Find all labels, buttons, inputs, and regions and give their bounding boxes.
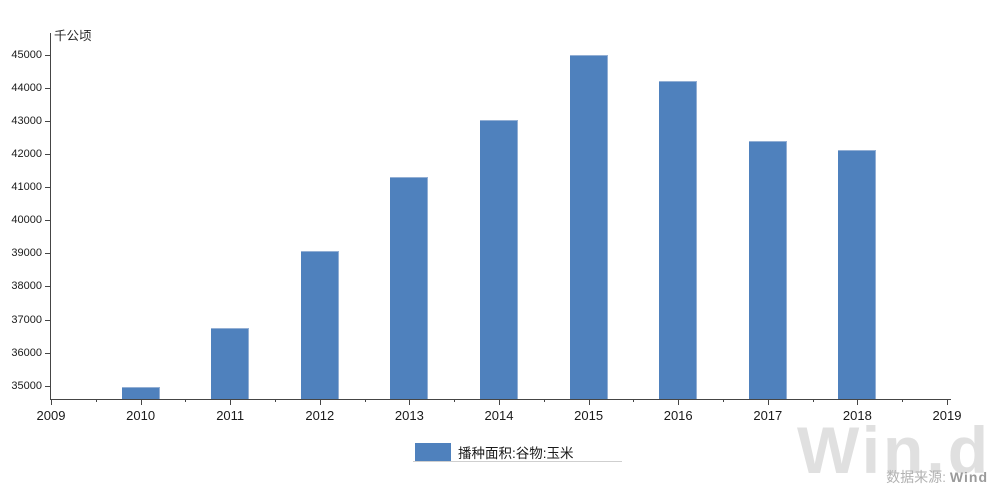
legend-swatch-icon	[415, 443, 451, 461]
x-axis-minor-tick	[454, 399, 456, 402]
x-axis-tick-label: 2010	[126, 408, 156, 423]
x-axis-tick-label: 2018	[842, 408, 872, 423]
y-axis-tick	[45, 220, 51, 222]
x-axis-tick	[319, 399, 321, 405]
y-axis-tick	[45, 319, 51, 321]
y-axis-tick-label: 39000	[11, 247, 42, 260]
y-axis-tick	[45, 54, 51, 56]
x-axis-minor-tick	[902, 399, 904, 402]
y-axis-tick	[45, 352, 51, 354]
x-axis-tick	[857, 399, 859, 405]
y-axis-tick	[45, 120, 51, 122]
x-axis-tick-label: 2017	[753, 408, 783, 423]
y-axis-tick-label: 45000	[11, 48, 42, 61]
x-axis-minor-tick	[812, 399, 814, 402]
y-axis-tick-label: 37000	[11, 313, 42, 326]
x-axis-tick-label: 2013	[394, 408, 424, 423]
x-axis-tick	[947, 399, 948, 405]
x-axis-minor-tick	[275, 399, 276, 402]
y-axis-tick-label: 38000	[11, 280, 42, 293]
datasource-prefix: 数据来源:	[886, 469, 950, 485]
y-axis-tick	[45, 253, 51, 255]
bar-2014	[480, 120, 518, 399]
legend-underline	[413, 461, 622, 462]
x-axis-minor-tick	[95, 399, 97, 402]
x-axis-tick-label: 2012	[305, 408, 335, 423]
bar-2010	[121, 386, 160, 399]
legend: 播种面积:谷物:玉米	[415, 442, 574, 462]
x-axis-minor-tick	[185, 399, 187, 402]
bar-2018	[838, 149, 877, 399]
x-axis-tick	[140, 399, 142, 405]
x-axis-tick	[499, 399, 500, 405]
x-axis-tick	[230, 399, 232, 405]
x-axis-tick	[51, 399, 52, 405]
plot-area: 35000 36000 37000 38000 39000 40000 41000 42000…	[11, 33, 961, 423]
x-axis-tick-label: 2019	[932, 408, 962, 423]
x-axis-minor-tick	[723, 399, 724, 402]
bar-2017	[748, 140, 787, 399]
x-axis-tick-label: 2015	[574, 408, 604, 423]
bar-2011	[211, 327, 250, 399]
bar-2013	[390, 176, 429, 399]
x-axis-tick-label: 2014	[484, 408, 514, 423]
y-axis-tick	[45, 153, 51, 155]
y-axis-tick-label: 42000	[11, 147, 42, 160]
y-axis-tick-label: 35000	[11, 379, 42, 392]
legend-series-label: 播种面积:谷物:玉米	[458, 446, 574, 461]
bar-2012	[300, 250, 339, 399]
x-axis-minor-tick	[543, 399, 545, 402]
y-axis-tick-label: 43000	[11, 114, 42, 127]
y-axis-tick	[45, 286, 51, 288]
x-axis-tick	[678, 399, 680, 405]
bar-2016	[659, 81, 698, 399]
datasource-note: 数据来源: Wind	[886, 467, 988, 487]
y-axis-tick-label: 44000	[11, 81, 42, 94]
x-axis-tick	[588, 399, 590, 405]
y-axis-tick-label: 41000	[11, 181, 42, 193]
x-axis-tick-label: 2011	[216, 408, 245, 423]
x-axis-minor-tick	[633, 399, 635, 402]
y-axis-tick	[45, 87, 51, 89]
bar-2015	[569, 55, 608, 399]
y-axis-tick-label: 40000	[11, 214, 42, 227]
y-axis-tick	[45, 187, 51, 188]
wind-watermark: Win.d	[797, 413, 992, 487]
datasource-brand: Wind	[949, 469, 988, 485]
x-axis-tick	[767, 399, 769, 405]
x-axis-tick	[409, 399, 411, 405]
y-axis-unit-label: 千公顷	[54, 29, 92, 43]
x-axis-tick-label: 2009	[36, 408, 66, 423]
x-axis-minor-tick	[364, 399, 366, 402]
y-axis-tick-label: 36000	[11, 346, 42, 359]
x-axis-tick-label: 2016	[663, 408, 693, 423]
y-axis-tick	[45, 385, 51, 387]
